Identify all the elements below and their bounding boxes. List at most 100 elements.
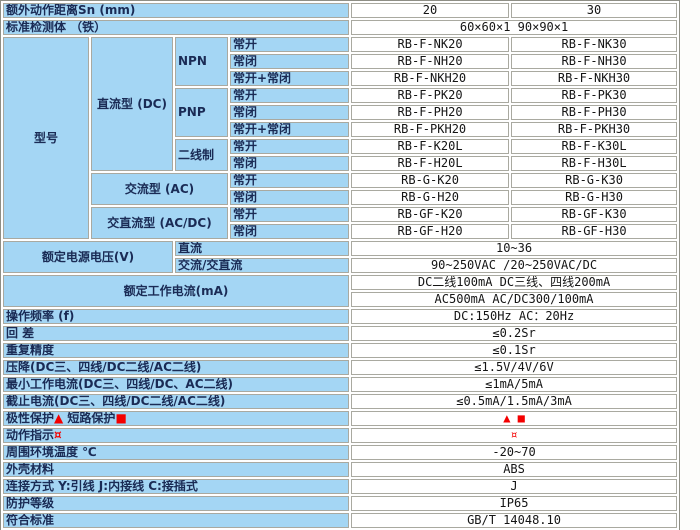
cell-text: 操作频率 (f)	[6, 309, 75, 323]
spec-value-cell: J	[351, 479, 678, 494]
cell-text: RB-F-PKH20	[393, 122, 467, 136]
cell-text: 二线制	[178, 147, 215, 162]
spec-value-cell: DC:150Hz AC：20Hz	[351, 309, 678, 324]
cell-text: ≤0.2Sr	[492, 326, 536, 340]
spec-value-cell: ≤1.5V/4V/6V	[351, 360, 678, 375]
short-circuit-protection-square-icon: ■	[517, 411, 525, 425]
cell-text: 防护等级	[6, 496, 55, 510]
spec-label-cell: 最小工作电流(DC三、四线/DC、AC二线)	[3, 377, 350, 392]
table-row: 额外动作距离Sn (mm) 20 30	[3, 3, 678, 18]
table-row: 型号 直流型 (DC) NPN 常开 RB-F-NK20 RB-F-NK30	[3, 37, 678, 239]
spec-value-cell: ¤	[351, 428, 678, 443]
spec-label-cell: 连接方式 Y:引线 J:内接线 C:接插式	[3, 479, 350, 494]
spec-value-cell: RB-F-PH20	[351, 105, 510, 120]
cell-text: ABS	[503, 462, 525, 476]
spec-value-cell: RB-F-H20L	[351, 156, 510, 171]
cell-text: 外壳材料	[6, 462, 55, 476]
cell-text: 周围环境温度 ℃	[6, 445, 97, 459]
spec-label-cell: 交流/交直流	[175, 258, 350, 273]
cell-text: 额外动作距离Sn (mm)	[6, 3, 136, 17]
table-row: 动作指示¤ ¤	[3, 428, 678, 443]
table-body: 额外动作距离Sn (mm) 20 30 标准检测体 （铁） 60×60×1 90×90×…	[3, 3, 678, 530]
spec-value-cell: 10~36	[351, 241, 678, 256]
spec-label-cell: 额定电源电压(V)	[3, 241, 173, 273]
spec-value-cell: ≤0.1Sr	[351, 343, 678, 358]
spec-value-cell: ABS	[351, 462, 678, 477]
spec-value-cell: GB/T 14048.10	[351, 513, 678, 528]
cell-text: RB-G-H30	[565, 190, 623, 204]
spec-value-cell: ≤1mA/5mA	[351, 377, 678, 392]
table-row: 压降(DC三、四线/DC二线/AC二线) ≤1.5V/4V/6V	[3, 360, 678, 375]
cell-text: 短路保护	[63, 411, 116, 425]
spec-value-cell: RB-F-NH20	[351, 54, 510, 69]
cell-text: RB-F-PK30	[561, 88, 627, 102]
spec-label-cell: 重复精度	[3, 343, 350, 358]
cell-text: RB-F-PH30	[561, 105, 627, 119]
spec-label-cell: 额外动作距离Sn (mm)	[3, 3, 350, 18]
cell-text: 额定电源电压(V)	[41, 249, 135, 264]
cell-text: GB/T 14048.10	[467, 513, 561, 527]
cell-text: RB-F-H20L	[397, 156, 463, 170]
cell-text: IP65	[499, 496, 529, 510]
spec-label-cell: 回 差	[3, 326, 350, 341]
cell-text: NPN	[178, 54, 207, 68]
table-row: PNP 常开 RB-F-PK20 RB-F-PK30	[3, 88, 678, 137]
spec-label-cell: 直流	[175, 241, 350, 256]
cell-text: RB-GF-K30	[561, 207, 627, 221]
cell-text: 常闭	[233, 54, 258, 68]
spec-value-cell: RB-F-NK20	[351, 37, 510, 52]
table-row: 极性保护▲ 短路保护■ ▲ ■	[3, 411, 678, 426]
spec-label-cell: 标准检测体 （铁）	[3, 20, 350, 35]
cell-text: ≤1mA/5mA	[485, 377, 543, 391]
spec-label-cell: 常开	[230, 139, 350, 154]
spec-value-cell: AC500mA AC/DC300/100mA	[351, 292, 678, 307]
operation-indicator-lamp-icon: ¤	[510, 428, 518, 442]
spec-label-cell: 防护等级	[3, 496, 350, 511]
operation-indicator-lamp-icon: ¤	[54, 428, 62, 442]
cell-text: 型号	[33, 130, 58, 145]
cell-text: RB-F-NK20	[397, 37, 463, 51]
cell-text: 常闭	[233, 156, 258, 170]
table-row: 额定电源电压(V) 直流 10~36	[3, 241, 678, 273]
spec-label-cell: 直流型 (DC)	[91, 37, 173, 171]
cell-text: RB-F-PKH30	[557, 122, 631, 136]
spec-value-cell: 90~250VAC /20~250VAC/DC	[351, 258, 678, 273]
spec-value-cell: RB-G-H30	[511, 190, 678, 205]
spec-label-cell: 常闭	[230, 54, 350, 69]
spec-label-cell: 二线制	[175, 139, 228, 171]
cell-text: PNP	[178, 105, 206, 119]
spec-value-cell: ▲ ■	[351, 411, 678, 426]
spec-label-cell: 常开	[230, 37, 350, 52]
cell-text: 压降(DC三、四线/DC二线/AC二线)	[6, 360, 202, 374]
spec-value-cell: -20~70	[351, 445, 678, 460]
spec-label-cell: 常开	[230, 173, 350, 188]
cell-text: RB-G-K20	[401, 173, 459, 187]
polarity-protection-triangle-icon: ▲	[503, 411, 518, 425]
spec-value-cell: RB-GF-K30	[511, 207, 678, 222]
table-row: 交流型 (AC) 常开 RB-G-K20 RB-G-K30	[3, 173, 678, 205]
cell-text: 常闭	[233, 190, 258, 204]
cell-text: 符合标准	[6, 513, 55, 527]
spec-value-cell: 60×60×1 90×90×1	[351, 20, 678, 35]
cell-text: DC二线100mA DC三线、四线200mA	[417, 275, 611, 289]
cell-text: RB-F-PH20	[397, 105, 463, 119]
table-row: 外壳材料 ABS	[3, 462, 678, 477]
table-row: 常闭 RB-F-NH20 RB-F-NH30	[3, 54, 678, 69]
spec-value-cell: RB-GF-K20	[351, 207, 510, 222]
table-row: AC500mA AC/DC300/100mA	[3, 292, 678, 307]
spec-value-cell: RB-G-K30	[511, 173, 678, 188]
spec-label-cell: 常闭	[230, 224, 350, 239]
table-row: 常闭 RB-GF-H20 RB-GF-H30	[3, 224, 678, 239]
spec-label-cell: 常闭	[230, 190, 350, 205]
table-row: 交流/交直流 90~250VAC /20~250VAC/DC	[3, 258, 678, 273]
spec-value-cell: 30	[511, 3, 678, 18]
table-row: 最小工作电流(DC三、四线/DC、AC二线) ≤1mA/5mA	[3, 377, 678, 392]
spec-value-cell: RB-F-K20L	[351, 139, 510, 154]
spec-value-cell: RB-F-NKH30	[511, 71, 678, 86]
spec-label-cell: 交流型 (AC)	[91, 173, 228, 205]
spec-label-cell: 常开	[230, 88, 350, 103]
table-row: 连接方式 Y:引线 J:内接线 C:接插式 J	[3, 479, 678, 494]
cell-text: AC500mA AC/DC300/100mA	[434, 292, 594, 306]
cell-text: RB-F-H30L	[561, 156, 627, 170]
